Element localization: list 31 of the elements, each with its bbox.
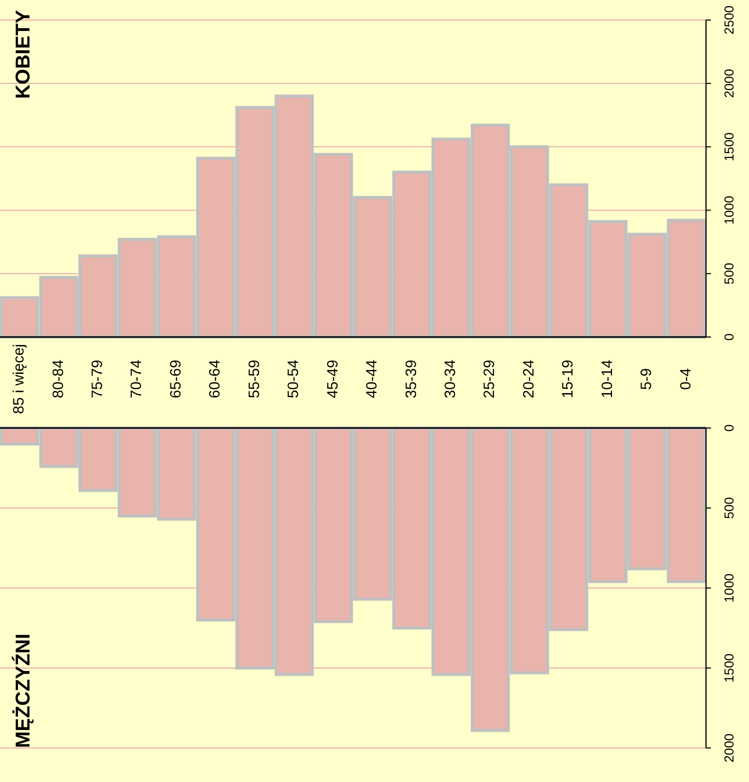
x-tick-label: 85 i więcej [10, 344, 28, 414]
y-tick-label: 2000 [721, 734, 736, 762]
x-tick-label: 80-84 [50, 360, 67, 398]
y-tick-label: 2500 [721, 6, 736, 34]
y-tick-label: 1000 [721, 574, 736, 602]
y-tick-label: 0 [721, 424, 736, 432]
x-tick-label: 15-19 [560, 360, 577, 398]
y-tick-label: 1500 [721, 654, 736, 682]
y-tick-label: 1500 [721, 132, 736, 162]
text: KOBIETY [12, 9, 34, 99]
x-tick-label: 50-54 [285, 360, 302, 398]
x-tick-label: 45-49 [324, 360, 342, 398]
y-tick-label: 2000 [721, 68, 736, 98]
x-tick-label: 25-29 [481, 360, 498, 398]
y-tick-label: 500 [721, 262, 736, 284]
x-tick-label: 20-24 [520, 360, 538, 398]
x-tick-label: 10-14 [598, 360, 616, 398]
x-tick-label: 65-69 [167, 360, 184, 398]
y-tick-label: 0 [721, 333, 736, 341]
x-tick-label: 5-9 [638, 368, 656, 390]
x-tick-label: 70-74 [128, 360, 146, 398]
x-tick-label: 0-4 [677, 368, 694, 390]
x-tick-label: 35-39 [402, 360, 420, 398]
y-tick-label: 1000 [721, 196, 736, 225]
x-tick-label: 55-59 [246, 360, 263, 398]
y-tick-label: 500 [721, 497, 736, 519]
x-tick-label: 40-44 [364, 360, 381, 398]
x-tick-label: 30-34 [442, 360, 460, 398]
text: MĘŻCZYŹNI [11, 634, 34, 748]
x-tick-label: 75-79 [89, 360, 106, 398]
x-tick-label: 60-64 [206, 360, 224, 398]
